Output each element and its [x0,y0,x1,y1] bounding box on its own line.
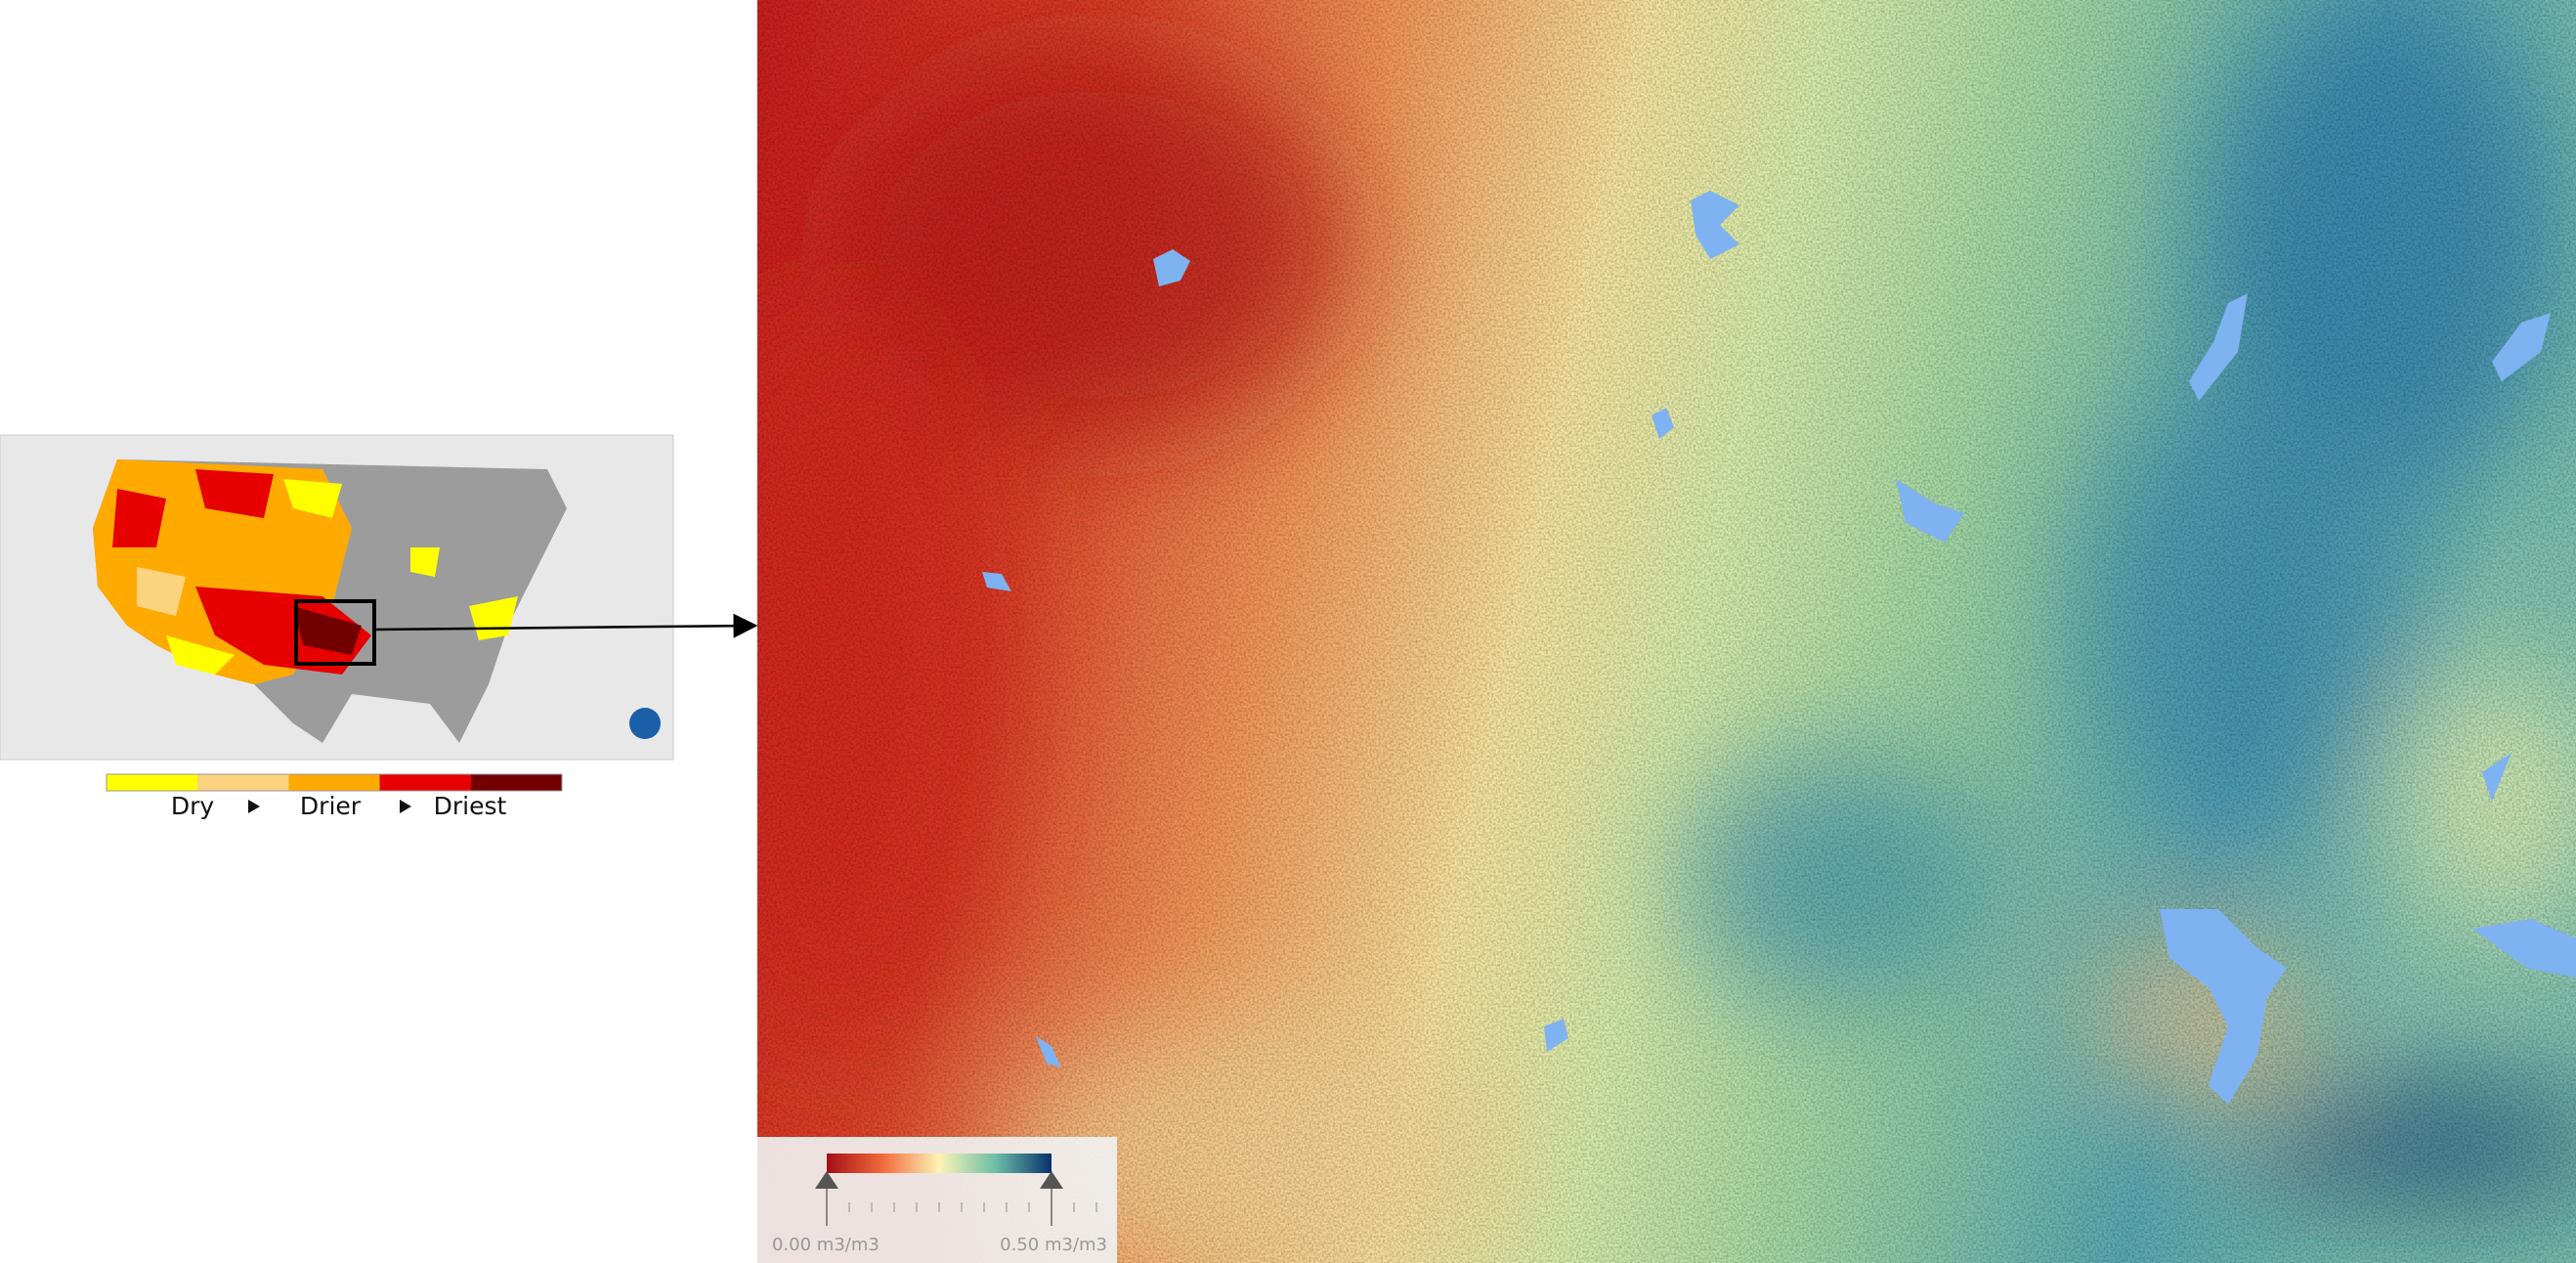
soil-moisture-map [757,0,2576,1263]
legend-label: Dry [171,792,215,820]
legend-label: Drier [300,792,362,820]
colorbar-min-label: 0.00 m3/m3 [772,1235,880,1255]
water-bodies [982,191,2576,1105]
colorbar-max-label: 0.50 m3/m3 [1000,1235,1107,1255]
colorbar-panel: 0.00 m3/m3 0.50 m3/m3 [757,1137,1117,1263]
legend-label: Driest [434,792,507,820]
drought-inset: Dry Drier Driest [0,434,758,820]
